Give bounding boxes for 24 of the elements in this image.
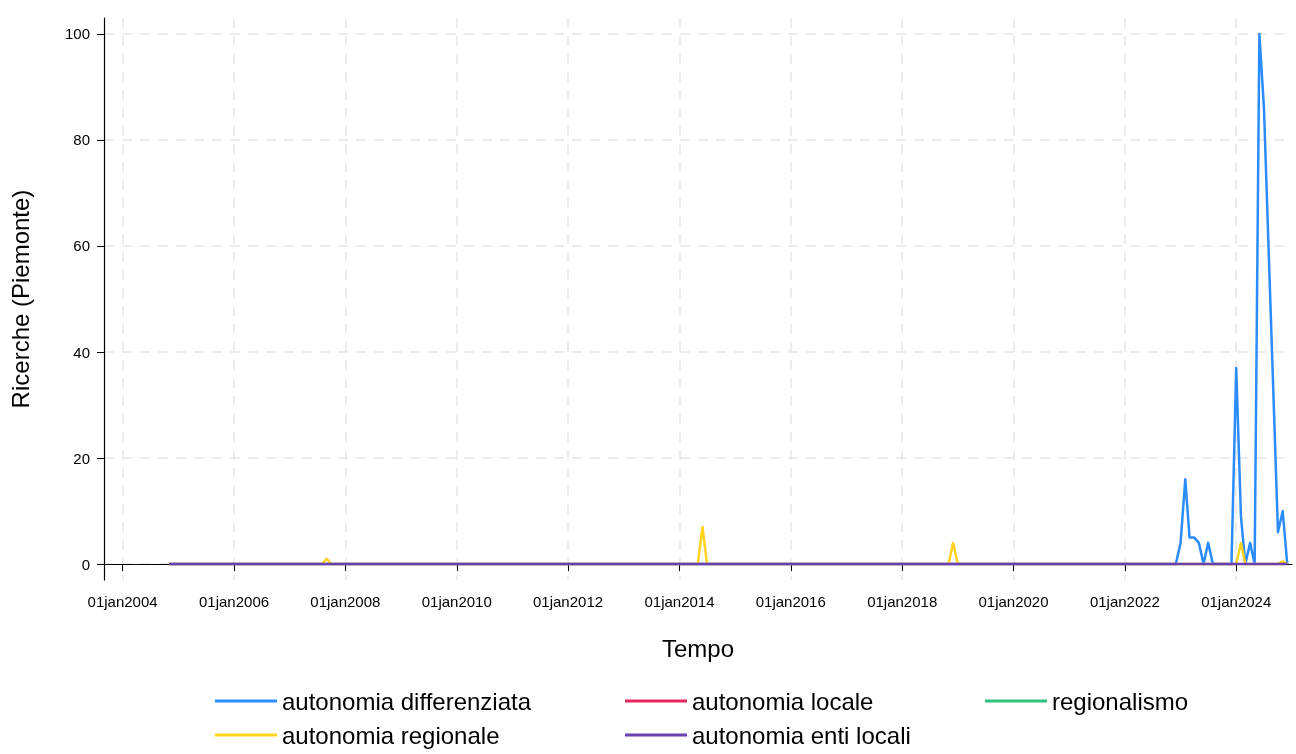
- x-tick-label: 01jan2020: [978, 593, 1049, 610]
- x-tick-label: 01jan2018: [867, 593, 938, 610]
- x-tick-label: 01jan2004: [87, 593, 158, 610]
- y-tick-label: 60: [73, 237, 90, 255]
- x-tick-label: 01jan2006: [199, 593, 270, 610]
- legend-label: autonomia regionale: [282, 721, 500, 749]
- legend-label: autonomia enti locali: [692, 721, 911, 749]
- y-tick-label: 80: [73, 131, 90, 149]
- x-tick-label: 01jan2010: [421, 593, 492, 610]
- x-tick-label: 01jan2016: [755, 593, 826, 610]
- x-tick-label: 01jan2024: [1201, 593, 1272, 610]
- x-tick-label: 01jan2008: [310, 593, 381, 610]
- x-axis-title: Tempo: [661, 634, 735, 662]
- y-tick-label: 40: [73, 343, 90, 361]
- y-tick-label: 20: [73, 449, 90, 467]
- x-tick-label: 01jan2014: [644, 593, 715, 610]
- y-tick-label: 0: [81, 555, 90, 573]
- legend-label: autonomia differenziata: [282, 687, 532, 715]
- x-tick-label: 01jan2022: [1089, 593, 1160, 610]
- x-tick-label: 01jan2012: [533, 593, 604, 610]
- y-tick-label: 100: [64, 25, 90, 43]
- legend-label: regionalismo: [1052, 687, 1189, 715]
- y-axis-title: Ricerche (Piemonte): [6, 189, 34, 409]
- legend-label: autonomia locale: [692, 687, 874, 715]
